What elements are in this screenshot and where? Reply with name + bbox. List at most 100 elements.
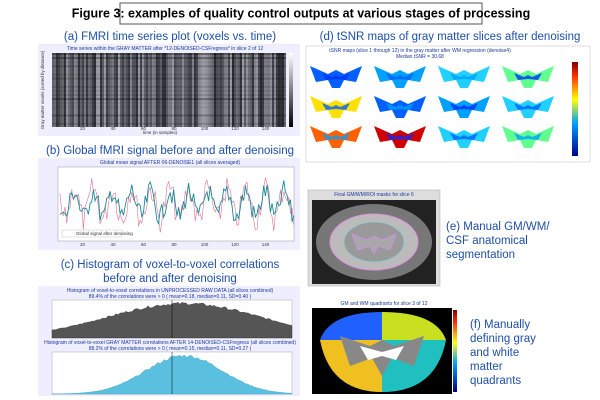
heatmap-row xyxy=(52,65,286,68)
heatmap-column xyxy=(136,53,138,127)
heatmap-column xyxy=(236,53,238,127)
heatmap-column xyxy=(248,53,250,127)
x-tick-label: 120 xyxy=(231,126,239,131)
histograms xyxy=(51,299,293,395)
heatmap-column xyxy=(54,53,56,127)
heatmap-column xyxy=(204,53,206,127)
heatmap-column xyxy=(140,53,142,127)
heatmap-column xyxy=(212,53,214,127)
heatmap-column xyxy=(120,53,122,127)
heatmap-column xyxy=(168,53,170,127)
x-label-a: time (in samples) xyxy=(143,130,178,135)
heatmap-column xyxy=(252,53,254,127)
heatmap-column xyxy=(272,53,274,127)
heatmap-column xyxy=(246,53,248,127)
hist-top-title: Histogram of voxel-to-voxel correlations… xyxy=(67,288,274,294)
heatmap-row xyxy=(52,119,286,121)
heatmap-column xyxy=(84,53,86,127)
heatmap-column xyxy=(218,53,220,127)
tsnr-slice xyxy=(310,66,362,88)
x-tick-label: 40 xyxy=(110,242,116,247)
heatmap-column xyxy=(190,53,192,127)
heatmap-column xyxy=(124,53,126,127)
heatmap-column xyxy=(222,53,224,127)
plot-title-a: Time series within the GRAY MATTER after… xyxy=(67,46,264,52)
title-box xyxy=(119,2,483,25)
caption-f-5: quadrants xyxy=(470,375,521,387)
tsnr-slice xyxy=(438,66,490,88)
heatmap-column xyxy=(230,53,232,127)
y-label-a: Gray matter voxels (sorted by distance) xyxy=(40,50,45,129)
heatmap-row xyxy=(52,94,286,96)
heatmap-column xyxy=(88,53,90,127)
tsnr-slice xyxy=(374,126,426,148)
heatmap-column xyxy=(180,53,182,127)
heatmap-column xyxy=(116,53,118,127)
heatmap-column xyxy=(238,53,240,127)
caption-e-2: CSF anatomical xyxy=(446,235,528,247)
heatmap-column xyxy=(92,53,94,127)
plot-area-b xyxy=(57,166,295,242)
heatmap-column xyxy=(262,53,264,127)
x-ticks-a: 20 40 60 80 100 120 140 xyxy=(80,126,270,131)
signal-line xyxy=(59,180,295,226)
heatmap-column xyxy=(104,53,106,127)
heatmap-column xyxy=(282,53,284,127)
heatmap-column xyxy=(256,53,258,127)
colorbar-f xyxy=(453,310,457,392)
plot-title-f: GM and WM quadrants for slice 3 of 12 xyxy=(341,301,428,307)
heatmap-column xyxy=(62,53,64,127)
heatmap-column xyxy=(106,53,108,127)
heatmap-column xyxy=(142,53,144,127)
heatmap-column xyxy=(138,53,140,127)
tsnr-slice xyxy=(502,66,554,88)
tsnr-slice xyxy=(502,126,554,148)
heatmap-column xyxy=(52,53,54,127)
slice-core xyxy=(514,133,542,140)
heatmap-column xyxy=(100,53,102,127)
heatmap-column xyxy=(194,53,196,127)
slice-core xyxy=(450,103,478,110)
slice-core xyxy=(386,73,414,80)
heatmap-column xyxy=(210,53,212,127)
heatmap-column xyxy=(128,53,130,127)
tsnr-slice xyxy=(374,96,426,118)
heatmap-row xyxy=(52,122,286,125)
heatmap-row xyxy=(52,106,286,109)
x-tick-label: 120 xyxy=(231,242,239,247)
figure-title: Figure 3: examples of quality control ou… xyxy=(72,7,530,21)
caption-e-1: (e) Manual GM/WM/ xyxy=(446,221,550,233)
gm-outline xyxy=(351,233,397,255)
heatmap-row xyxy=(52,61,286,64)
heatmap-column xyxy=(196,53,198,127)
plot-title-e: Final GM/WM/ROI masks for slice 6 xyxy=(334,192,414,198)
heatmap-column xyxy=(176,53,178,127)
heatmap-column xyxy=(150,53,152,127)
plot-title-d: tSNR maps (slice 1 through 12) in the gr… xyxy=(329,48,511,54)
colorbar-d xyxy=(572,62,578,156)
heatmap-column xyxy=(98,53,100,127)
heatmap-column xyxy=(110,53,112,127)
heatmap-column xyxy=(172,53,174,127)
x-tick-label: 40 xyxy=(110,126,116,131)
x-tick-label: 140 xyxy=(262,126,270,131)
tsnr-slice xyxy=(374,66,426,88)
quadrant-1 xyxy=(320,312,382,340)
heatmap-row xyxy=(52,102,286,105)
heatmap-column xyxy=(276,53,278,127)
caption-b: (b) Global fMRI signal before and after … xyxy=(46,145,294,157)
slice-core xyxy=(450,73,478,80)
heatmap-column xyxy=(228,53,230,127)
tsnr-slice xyxy=(310,126,362,148)
heatmap-column xyxy=(242,53,244,127)
heatmap-column xyxy=(206,53,208,127)
heatmap-column xyxy=(188,53,190,127)
heatmap-column xyxy=(148,53,150,127)
slice-core xyxy=(322,73,350,80)
heatmap-column xyxy=(64,53,66,127)
hist-bottom-title: Histogram of voxel-to-voxel GRAY MATTER … xyxy=(44,340,296,346)
heatmap-row xyxy=(52,77,286,80)
heatmap-column xyxy=(170,53,172,127)
heatmap-column xyxy=(56,53,58,127)
heatmap-column xyxy=(268,53,270,127)
